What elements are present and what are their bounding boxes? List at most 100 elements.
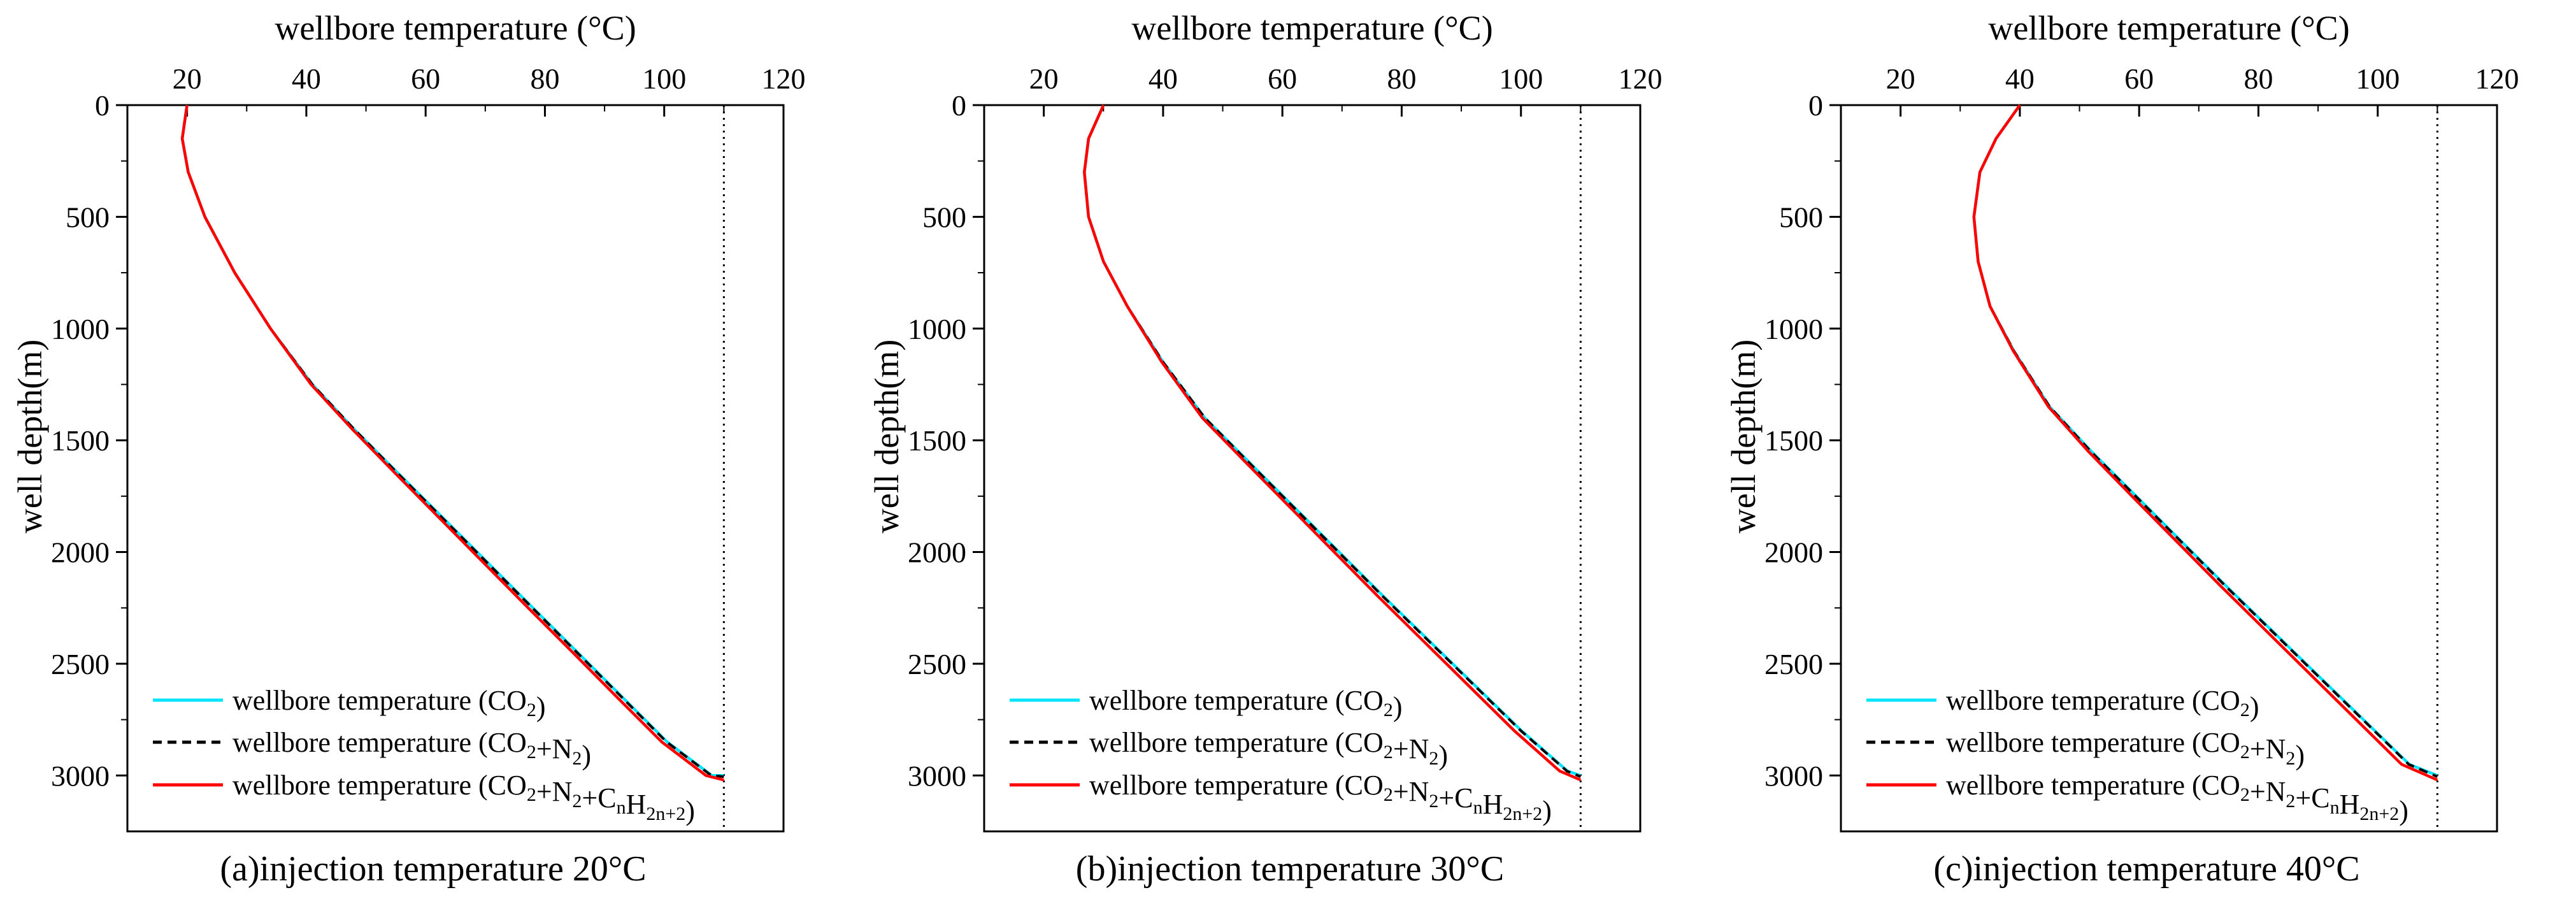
legend-text-part: +N: [1393, 776, 1429, 807]
y-tick-label: 1500: [51, 424, 110, 457]
y-tick-label: 2500: [51, 648, 110, 680]
y-axis-title: well depth(m): [868, 340, 906, 533]
series-line: [1083, 104, 1582, 777]
y-tick-label: 2500: [908, 648, 966, 680]
y-tick-label: 500: [1779, 201, 1823, 233]
legend-text-part: 2n+2: [1503, 803, 1542, 824]
legend-text-part: n: [2330, 797, 2340, 818]
series-line: [180, 104, 724, 782]
panel-caption: (b)injection temperature 30°C: [1076, 849, 1504, 889]
legend-text-part: 2: [1384, 742, 1393, 763]
series-line: [180, 104, 724, 777]
legend-text-part: ): [2295, 740, 2305, 771]
series-line: [1972, 104, 2438, 777]
legend-text-part: 2: [1429, 748, 1438, 769]
x-tick-label: 80: [2243, 62, 2273, 95]
panel-caption: (c)injection temperature 40°C: [1933, 849, 2359, 889]
legend-text-part: wellbore temperature (CO: [1089, 727, 1384, 758]
legend-text-part: n: [617, 797, 626, 818]
x-tick-label: 120: [1619, 62, 1663, 95]
legend-text-part: ): [582, 740, 591, 771]
legend-text-part: 2: [2286, 748, 2295, 769]
y-tick-label: 3000: [1764, 759, 1823, 792]
legend-text-part: ): [2250, 691, 2259, 722]
y-tick-label: 0: [952, 89, 966, 122]
series-line: [1083, 104, 1582, 778]
x-tick-label: 80: [530, 62, 559, 95]
y-tick-label: 1000: [1764, 313, 1823, 345]
legend-text-part: wellbore temperature (CO: [233, 727, 527, 758]
legend-text-part: +C: [1438, 782, 1473, 814]
x-tick-label: 100: [1499, 62, 1543, 95]
chart-panel-2: 20 40 60 80 100 120 0 500 1000 1500 2000 2500 3000 we…: [868, 9, 1663, 889]
legend-text-part: +N: [2250, 733, 2286, 764]
legend-text-part: ): [1438, 740, 1448, 771]
legend-text-part: wellbore temperature (CO: [1089, 770, 1384, 801]
legend-text-part: ): [685, 795, 695, 826]
legend-entry: wellbore temperature (CO2+N2): [1946, 727, 2305, 771]
plot-frame: [983, 104, 1642, 833]
x-tick-label: 60: [411, 62, 440, 95]
legend-entry: wellbore temperature (CO2+N2): [1089, 727, 1448, 771]
legend-text-part: wellbore temperature (CO: [1946, 770, 2240, 801]
y-tick-label: 3000: [908, 759, 966, 792]
legend-text-part: 2: [1429, 791, 1438, 812]
x-tick-label: 40: [2005, 62, 2035, 95]
legend-text-part: 2: [1384, 784, 1393, 805]
series-line: [1083, 104, 1582, 782]
legend-text-part: wellbore temperature (CO: [1946, 727, 2240, 758]
legend-text-part: wellbore temperature (CO: [1946, 685, 2240, 716]
x-tick-label: 60: [2124, 62, 2154, 95]
panel-caption: (a)injection temperature 20°C: [220, 849, 646, 889]
y-tick-label: 0: [95, 89, 110, 122]
chart-panel-3: 20 40 60 80 100 120 0 500 1000 1500 2000 2500 3000 we…: [1724, 9, 2519, 889]
y-tick-label: 2500: [1764, 648, 1823, 680]
y-tick-label: 1000: [51, 313, 110, 345]
series-line: [1972, 104, 2438, 782]
y-axis-title: well depth(m): [1724, 340, 1763, 533]
legend-entry: wellbore temperature (CO2+N2+CnH2n+2): [1946, 770, 2408, 826]
chart-panel-1: 20 40 60 80 100 120 0 500 1000 1500 2000 2500 3000 we…: [11, 9, 806, 889]
x-tick-label: 80: [1387, 62, 1416, 95]
legend-entry: wellbore temperature (CO2): [233, 685, 545, 722]
y-tick-label: 1500: [1764, 424, 1823, 457]
legend-text-part: +N: [536, 776, 573, 807]
x-axis-title: wellbore temperature (°C): [1988, 9, 2349, 47]
x-tick-label: 40: [292, 62, 321, 95]
legend-text-part: +N: [2250, 776, 2286, 807]
x-tick-label: 60: [1268, 62, 1297, 95]
legend-text-part: ): [536, 691, 546, 722]
legend-text-part: ): [1542, 795, 1552, 826]
legend-text-part: 2: [2240, 742, 2250, 763]
legend-entry: wellbore temperature (CO2): [1946, 685, 2259, 722]
legend-text-part: 2: [2240, 700, 2250, 721]
x-tick-label: 20: [173, 62, 202, 95]
legend-text-part: ): [2399, 795, 2408, 826]
y-tick-label: 2000: [1764, 536, 1823, 569]
series-line: [1972, 104, 2438, 778]
legend-text-part: 2: [2240, 784, 2250, 805]
y-tick-label: 3000: [51, 759, 110, 792]
x-tick-label: 20: [1886, 62, 1915, 95]
legend-text-part: 2: [572, 748, 582, 769]
x-tick-label: 100: [2356, 62, 2400, 95]
x-tick-label: 120: [2475, 62, 2519, 95]
legend-text-part: wellbore temperature (CO: [233, 685, 527, 716]
legend-entry: wellbore temperature (CO2+N2): [233, 727, 591, 771]
x-tick-label: 120: [762, 62, 806, 95]
legend-text-part: wellbore temperature (CO: [1089, 685, 1384, 716]
y-tick-label: 500: [922, 201, 966, 233]
x-axis-title: wellbore temperature (°C): [1131, 9, 1492, 47]
legend-text-part: H: [626, 789, 647, 820]
legend-text-part: 2n+2: [2359, 803, 2399, 824]
legend-text-part: +C: [2295, 782, 2329, 814]
legend-text-part: ): [1393, 691, 1403, 722]
legend-text-part: +N: [536, 733, 573, 764]
legend-entry: wellbore temperature (CO2+N2+CnH2n+2): [233, 770, 695, 826]
y-tick-label: 0: [1808, 89, 1823, 122]
legend-text-part: 2: [527, 742, 536, 763]
plot-frame: [126, 104, 785, 833]
x-tick-label: 40: [1148, 62, 1178, 95]
legend-text-part: 2: [2286, 791, 2295, 812]
